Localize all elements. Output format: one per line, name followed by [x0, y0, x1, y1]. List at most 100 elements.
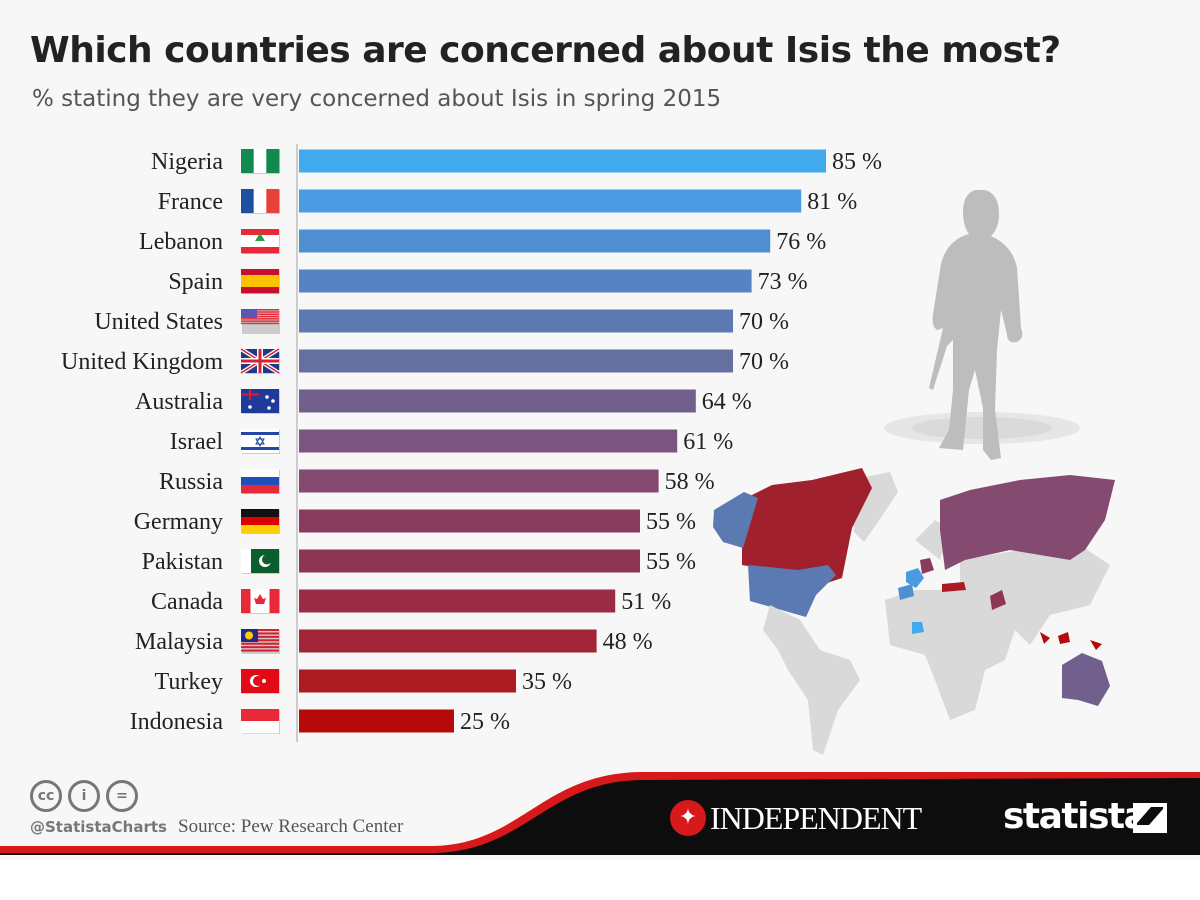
value-label: 51 % — [621, 589, 671, 615]
world-map — [713, 468, 1115, 755]
bar — [299, 189, 802, 213]
flag-icon-germany — [241, 509, 280, 534]
category-label: Pakistan — [142, 549, 223, 575]
map-latin-america — [763, 605, 860, 755]
bar-row: Germany 55 % — [134, 509, 696, 535]
map-spain — [898, 584, 914, 600]
bar — [299, 549, 640, 573]
flag-icon-nigeria — [241, 149, 280, 174]
flag-icon-france — [241, 189, 280, 214]
category-label: Canada — [151, 589, 223, 615]
category-label: United States — [94, 309, 223, 335]
bar-row: United Kingdom 70 % — [61, 347, 789, 375]
category-label: United Kingdom — [61, 349, 223, 375]
flag-icon-indonesia — [241, 709, 280, 734]
value-label: 76 % — [776, 229, 826, 255]
category-label: France — [158, 189, 223, 215]
bar-row: France 81 % — [158, 189, 857, 215]
map-alaska — [713, 492, 758, 548]
category-label: Russia — [159, 469, 223, 495]
bar — [299, 149, 826, 173]
bar — [299, 429, 678, 453]
value-label: 73 % — [758, 269, 808, 295]
bar-row: Nigeria 85 % — [151, 149, 882, 175]
category-label: Spain — [168, 269, 223, 295]
chart-title: Which countries are concerned about Isis… — [30, 30, 1061, 71]
bar-row: Pakistan 55 % — [142, 549, 696, 575]
map-europe-africa — [885, 520, 1015, 720]
statista-mark-icon — [1133, 803, 1167, 833]
bar-row: Canada 51 % — [151, 589, 671, 615]
category-label: Malaysia — [135, 629, 223, 655]
value-label: 70 % — [739, 349, 789, 375]
map-russia — [940, 475, 1115, 570]
bar-row: Turkey 35 % — [155, 669, 572, 695]
value-label: 81 % — [807, 189, 857, 215]
cc-icon: cc — [30, 780, 62, 812]
map-pakistan — [990, 590, 1006, 610]
eagle-logo-icon: ✦ — [670, 800, 706, 836]
bar-row: Australia 64 % — [135, 389, 752, 415]
category-label: Indonesia — [130, 709, 224, 735]
bar — [299, 309, 733, 333]
value-label: 55 % — [646, 549, 696, 575]
map-australia — [1062, 653, 1110, 706]
flag-icon-united-states — [241, 309, 280, 334]
bar — [299, 629, 597, 653]
flag-icon-pakistan — [241, 549, 280, 574]
map-nigeria — [912, 622, 924, 634]
value-label: 70 % — [739, 309, 789, 335]
category-label: Germany — [134, 509, 223, 535]
value-label: 58 % — [665, 469, 715, 495]
value-label: 35 % — [522, 669, 572, 695]
bar — [299, 589, 616, 613]
category-label: Lebanon — [139, 229, 223, 255]
bar-row: Israel 61 % — [170, 429, 733, 455]
flag-icon-lebanon — [241, 229, 280, 254]
bar-row: United States 70 % — [94, 309, 789, 335]
statista-logo: statista — [1003, 796, 1148, 837]
bar — [299, 389, 696, 413]
source-note: Source: Pew Research Center — [178, 816, 404, 837]
bar — [299, 669, 516, 693]
flag-icon-united-kingdom — [239, 347, 281, 375]
bar-row: Lebanon 76 % — [139, 229, 826, 255]
bar — [299, 509, 640, 533]
nd-icon: = — [106, 780, 138, 812]
bar-row: Russia 58 % — [159, 469, 715, 495]
flag-icon-australia — [241, 389, 280, 414]
value-label: 48 % — [603, 629, 653, 655]
bar-row: Indonesia 25 % — [130, 709, 510, 735]
flag-icon-canada — [241, 589, 280, 614]
soldier-silhouette-icon — [884, 190, 1080, 460]
flag-icon-israel — [241, 429, 280, 454]
category-label: Israel — [170, 429, 224, 455]
map-germany — [920, 558, 934, 574]
bar-row: Malaysia 48 % — [135, 629, 653, 655]
category-label: Australia — [135, 389, 223, 415]
flag-icon-turkey — [241, 669, 280, 694]
bar — [299, 709, 454, 733]
bar-row: Spain 73 % — [168, 269, 808, 295]
map-canada — [742, 468, 872, 588]
value-label: 61 % — [683, 429, 733, 455]
by-icon: i — [68, 780, 100, 812]
flag-icon-malaysia — [241, 629, 280, 654]
chart-subtitle: % stating they are very concerned about … — [32, 86, 722, 112]
bar — [299, 229, 771, 253]
value-label: 85 % — [832, 149, 882, 175]
map-turkey — [942, 582, 966, 592]
map-asia — [960, 545, 1110, 645]
bar — [299, 349, 733, 373]
twitter-handle: @StatistaCharts — [30, 818, 167, 836]
flag-icon-russia — [241, 469, 280, 494]
map-usa — [748, 565, 836, 617]
bar — [299, 269, 752, 293]
flag-icon-spain — [241, 269, 280, 294]
map-france — [906, 568, 924, 588]
map-indonesia — [1040, 632, 1102, 650]
value-label: 55 % — [646, 509, 696, 535]
category-label: Nigeria — [151, 149, 223, 175]
category-label: Turkey — [155, 669, 223, 695]
